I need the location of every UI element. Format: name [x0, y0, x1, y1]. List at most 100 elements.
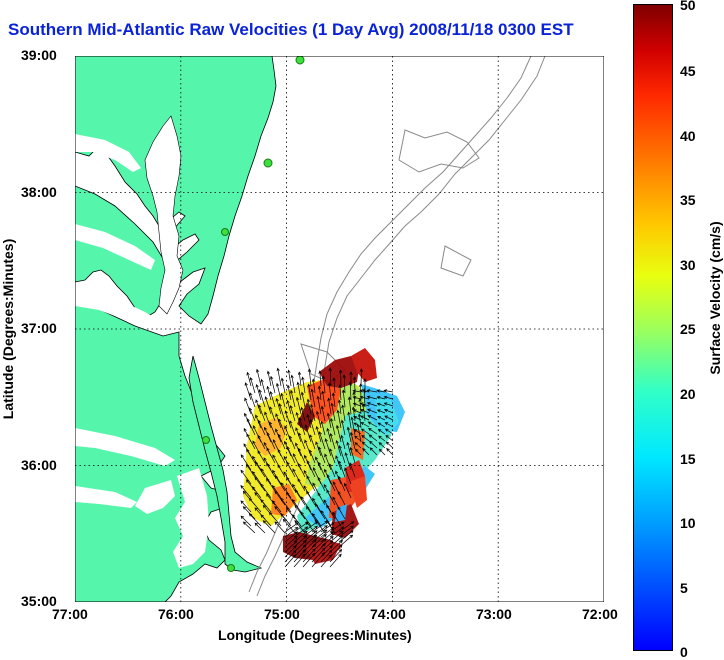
velocity-arrow	[276, 367, 282, 387]
velocity-arrow	[277, 464, 286, 478]
velocity-arrow	[272, 500, 282, 513]
velocity-arrow	[269, 390, 276, 408]
velocity-arrow	[344, 467, 352, 485]
velocity-arrow	[293, 526, 309, 538]
velocity-arrow	[359, 409, 370, 414]
colorbar-tick: 10	[680, 515, 696, 531]
velocity-arrow	[317, 461, 326, 478]
colorbar-tick: 25	[680, 321, 696, 337]
velocity-arrow	[331, 392, 336, 408]
velocity-arrow	[280, 497, 292, 513]
velocity-arrow	[329, 448, 336, 464]
velocity-arrow	[289, 420, 296, 436]
x-tick-label: 74:00	[370, 606, 406, 622]
y-tick-label: 37:00	[21, 320, 57, 336]
velocity-arrow	[384, 415, 394, 421]
x-tick-label: 75:00	[264, 606, 300, 622]
velocity-arrow	[369, 447, 378, 456]
velocity-arrow	[262, 520, 276, 534]
colorbar-tick: 15	[680, 451, 696, 467]
velocity-arrow	[275, 382, 282, 401]
velocity-arrow	[341, 404, 346, 422]
velocity-arrow	[266, 477, 276, 492]
velocity-arrow	[301, 376, 306, 394]
velocity-arrow	[320, 554, 332, 568]
velocity-arrow	[254, 522, 266, 534]
velocity-arrow	[284, 522, 299, 533]
velocity-arrow	[366, 389, 378, 393]
colorbar-tick: 35	[680, 192, 696, 208]
velocity-arrow	[328, 367, 332, 387]
velocity-arrow	[324, 438, 332, 457]
velocity-arrow	[352, 396, 362, 400]
velocity-arrow	[326, 504, 336, 520]
velocity-arrow	[338, 525, 355, 538]
x-tick-label: 77:00	[52, 606, 88, 622]
velocity-arrow	[351, 406, 356, 422]
velocity-arrow	[300, 406, 306, 422]
colorbar-tick: 20	[680, 386, 696, 402]
velocity-arrow	[329, 463, 336, 478]
y-axis-label: Latitude (Degrees:Minutes)	[0, 238, 16, 420]
velocity-arrow	[329, 521, 345, 533]
velocity-arrow	[340, 434, 346, 450]
river-water	[75, 134, 141, 172]
velocity-arrow	[246, 463, 256, 478]
velocity-arrow	[337, 399, 342, 415]
y-tick-label: 35:00	[21, 593, 57, 609]
velocity-arrow	[260, 499, 272, 513]
velocity-arrow	[248, 497, 262, 513]
velocity-arrow	[298, 432, 306, 450]
velocity-arrow	[320, 522, 335, 533]
velocity-arrow	[320, 420, 326, 436]
velocity-arrow	[320, 531, 334, 543]
velocity-arrow	[297, 447, 306, 464]
velocity-arrow	[377, 422, 386, 428]
colorbar-tick: 45	[680, 63, 696, 79]
river-water	[75, 486, 137, 508]
colorbar-tick: 50	[680, 0, 696, 13]
velocity-arrow	[297, 462, 306, 478]
velocity-arrow	[248, 513, 262, 527]
velocity-arrow	[320, 510, 332, 527]
velocity-arrow	[260, 378, 266, 394]
velocity-arrow	[337, 475, 346, 492]
velocity-arrow	[300, 511, 312, 527]
velocity-arrow	[258, 404, 266, 422]
velocity-arrow	[292, 514, 302, 527]
map-plot-area	[75, 56, 604, 602]
velocity-arrow	[377, 416, 386, 421]
velocity-arrow	[338, 521, 355, 533]
velocity-arrow	[242, 521, 256, 534]
velocity-arrow	[378, 448, 386, 456]
velocity-arrow	[377, 429, 386, 435]
velocity-arrow	[338, 369, 343, 387]
velocity-arrow	[284, 526, 299, 538]
velocity-arrow	[323, 468, 332, 485]
velocity-arrow	[240, 500, 252, 513]
velocity-arrow	[329, 549, 343, 563]
colorbar-tick: 5	[680, 580, 688, 596]
velocity-arrow	[359, 402, 370, 407]
velocity-arrow	[326, 489, 336, 506]
velocity-arrow	[352, 409, 362, 414]
velocity-arrow	[280, 392, 286, 408]
velocity-arrow	[293, 535, 308, 548]
velocity-arrow	[289, 389, 296, 408]
velocity-arrow	[385, 435, 394, 442]
velocity-arrow	[284, 540, 298, 553]
velocity-arrow	[302, 521, 319, 533]
velocity-arrow	[293, 553, 306, 568]
velocity-arrow	[340, 419, 346, 436]
river-water	[75, 288, 161, 328]
velocity-arrow	[337, 490, 346, 506]
velocity-arrow	[337, 506, 346, 520]
colorbar	[633, 4, 673, 651]
velocity-arrow	[306, 490, 316, 506]
velocity-arrow	[249, 392, 256, 408]
velocity-arrow	[246, 479, 256, 492]
velocity-arrow	[338, 445, 346, 464]
velocity-arrow	[249, 376, 256, 394]
velocity-arrow	[244, 382, 252, 401]
velocity-arrow	[317, 476, 326, 492]
